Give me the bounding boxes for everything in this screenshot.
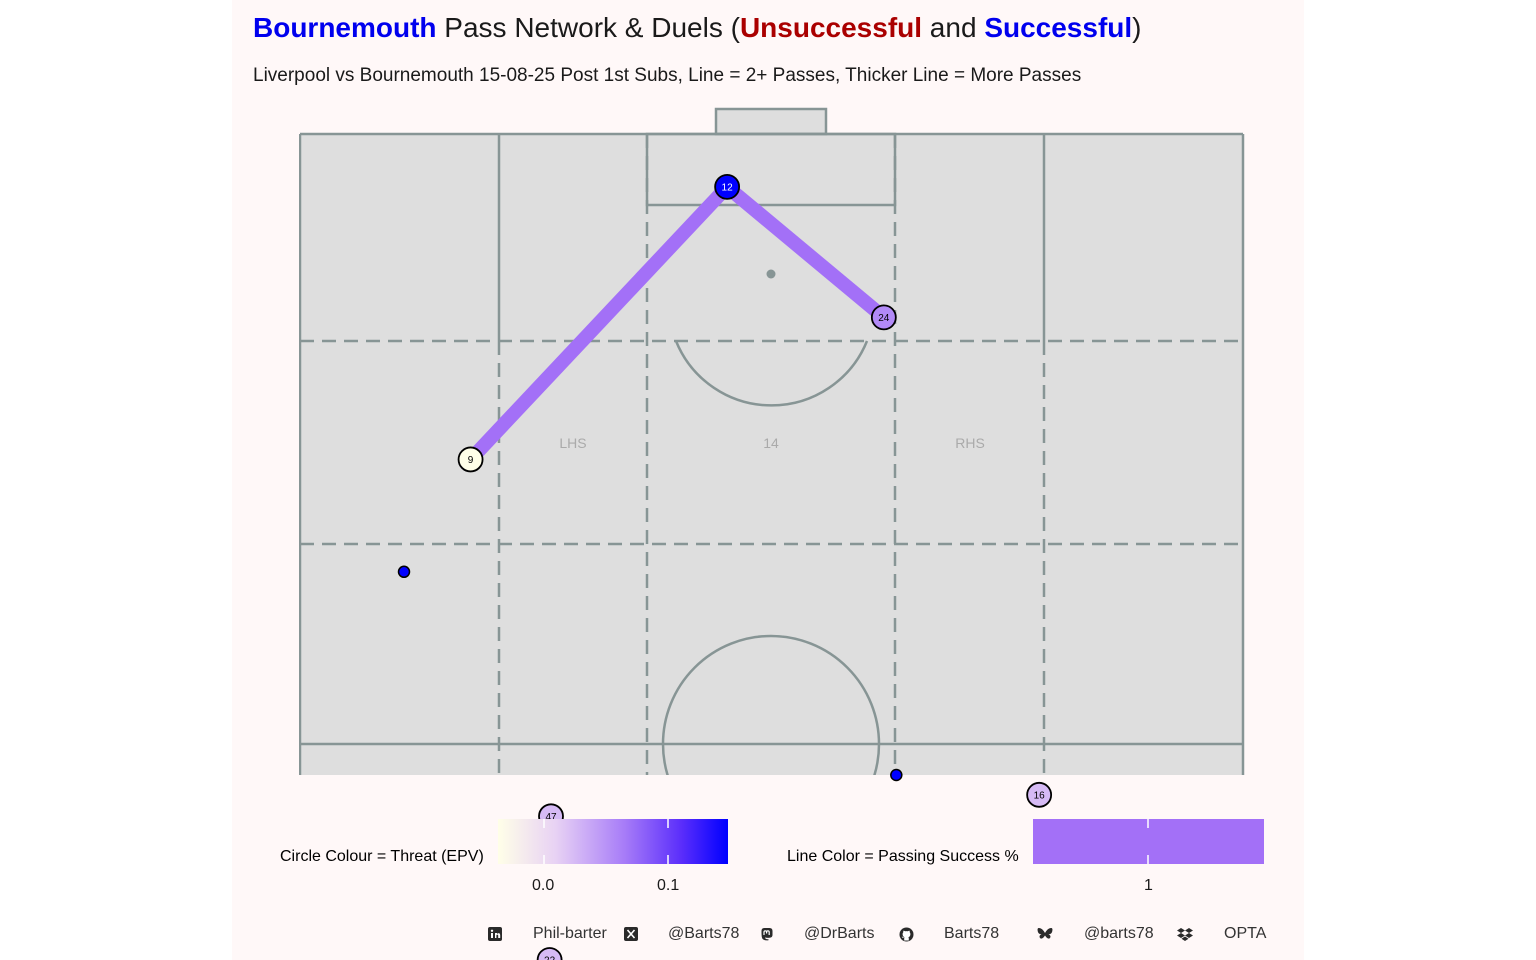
linkedin-icon[interactable] — [487, 927, 503, 943]
player-number: 9 — [468, 455, 474, 466]
player-circle — [536, 947, 563, 960]
zone-label-rhs: RHS — [955, 435, 985, 451]
goal — [714, 107, 828, 136]
footer-mastodon-text[interactable]: @DrBarts — [804, 925, 875, 942]
duel-marker — [890, 768, 903, 782]
epv-tick-0: 0.0 — [532, 877, 555, 894]
player-nodes: 9 12 24 47 22 16 — [457, 173, 1053, 960]
title-successful: Successful — [984, 12, 1133, 43]
footer-x-text[interactable]: @Barts78 — [668, 925, 740, 942]
player-number: 24 — [878, 313, 890, 324]
pass-line — [722, 181, 889, 323]
player-node: 16 — [1026, 781, 1053, 808]
player-node: 9 — [457, 446, 484, 473]
line-tick-0: 1 — [1144, 877, 1153, 894]
duel-marker — [397, 565, 411, 579]
title-unsuccessful: Unsuccessful — [739, 12, 923, 43]
bluesky-icon[interactable] — [1037, 927, 1053, 943]
player-number: 22 — [544, 956, 556, 960]
player-node: 12 — [714, 173, 741, 200]
github-icon[interactable] — [898, 927, 914, 943]
epv-tick-1: 0.1 — [657, 877, 680, 894]
title-middle: Pass Network & Duels ( — [436, 12, 740, 43]
center-circle — [661, 634, 881, 775]
pass-lines — [465, 181, 889, 465]
epv-legend-label: Circle Colour = Threat (EPV) — [280, 848, 484, 865]
chart-subtitle: Liverpool vs Bournemouth 15-08-25 Post 1… — [253, 65, 1082, 86]
player-node: 24 — [870, 304, 897, 331]
title-and: and — [922, 12, 985, 43]
zone-label-lhs: LHS — [559, 435, 586, 451]
player-circle — [714, 173, 741, 200]
penalty-arc — [674, 340, 869, 407]
title-team: Bournemouth — [253, 12, 437, 43]
player-number: 47 — [545, 812, 557, 823]
dropbox-icon[interactable] — [1177, 927, 1193, 943]
pass-line — [465, 182, 733, 465]
player-circle — [457, 446, 484, 473]
legend-epv — [498, 819, 728, 864]
penalty-spot — [766, 269, 776, 279]
player-number: 16 — [1034, 790, 1046, 801]
zone-lines — [300, 134, 1243, 775]
epv-colorbar — [498, 819, 728, 864]
mastodon-icon[interactable] — [759, 927, 775, 943]
player-circle — [1026, 781, 1053, 808]
footer-source-text: OPTA — [1224, 925, 1267, 942]
player-circle — [870, 304, 897, 331]
pitch: LHS 14 RHS — [299, 107, 1245, 775]
title-close: ) — [1132, 12, 1142, 43]
line-legend-label: Line Color = Passing Success % — [787, 848, 1019, 865]
footer-linkedin-text[interactable]: Phil-barter — [533, 925, 607, 942]
player-node: 22 — [536, 947, 563, 960]
x-icon[interactable] — [623, 927, 639, 943]
pitch-surface — [300, 134, 1243, 775]
player-number: 12 — [722, 182, 734, 193]
zone-label-center: 14 — [763, 435, 779, 451]
footer-github-text[interactable]: Barts78 — [944, 925, 1000, 942]
footer-bluesky-text[interactable]: @barts78 — [1084, 925, 1154, 942]
duel-markers — [397, 565, 903, 782]
legend-line — [1033, 819, 1264, 864]
chart-title: Bournemouth Pass Network & Duels (Unsucc… — [253, 12, 1142, 44]
